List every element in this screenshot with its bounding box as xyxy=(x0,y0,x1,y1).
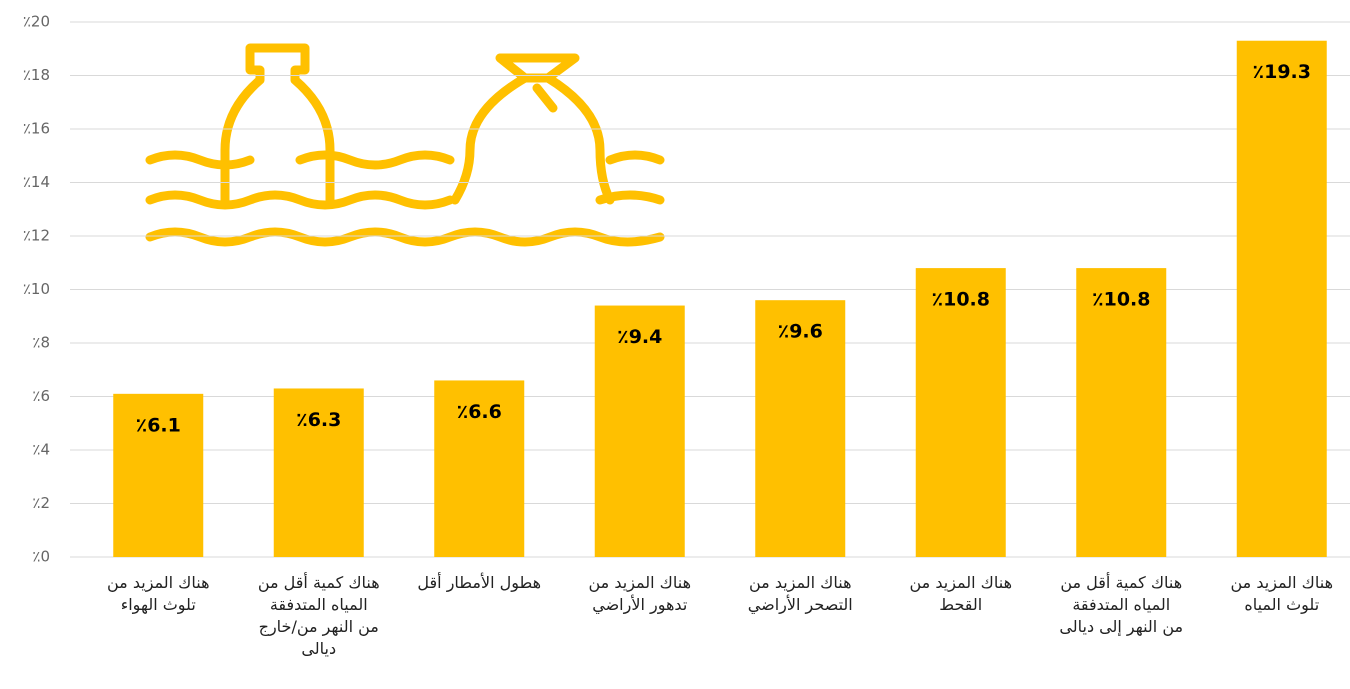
y-tick-label: ٪2 xyxy=(32,494,50,512)
value-label: ٪6.6 xyxy=(457,401,502,423)
value-label: ٪6.1 xyxy=(136,414,181,436)
y-tick-label: ٪8 xyxy=(32,334,50,352)
x-tick-label: هناك المزيد من التصحر الأراضي xyxy=(720,572,880,616)
x-tick-label: هناك كمية أقل من المياه المتدفقة من النه… xyxy=(1041,572,1201,638)
chart: ٪0 ٪2 ٪4 ٪6 ٪8 ٪10 ٪12 ٪14 ٪16 ٪18 ٪20 ٪6.1 ٪6.3 ٪6.6… xyxy=(0,0,1350,689)
bar xyxy=(916,268,1006,557)
value-label: ٪9.4 xyxy=(617,326,662,348)
x-tick-label: هناك كمية أقل من المياه المتدفقة من النه… xyxy=(239,572,399,660)
value-label: ٪19.3 xyxy=(1253,61,1311,83)
x-tick-label: هناك المزيد من تدهور الأراضي xyxy=(560,572,720,616)
y-tick-label: ٪12 xyxy=(23,227,50,245)
icon xyxy=(150,48,660,242)
y-tick-label: ٪18 xyxy=(23,66,50,84)
x-tick-label: هناك المزيد من تلوث المياه xyxy=(1202,572,1350,616)
y-tick-label: ٪4 xyxy=(32,441,50,459)
value-label: ٪6.3 xyxy=(296,409,341,431)
x-tick-label: هناك المزيد من تلوث الهواء xyxy=(78,572,238,616)
x-tick-label: هناك المزيد من القحط xyxy=(881,572,1041,616)
value-label: ٪10.8 xyxy=(1092,289,1150,311)
y-tick-label: ٪14 xyxy=(23,173,50,191)
bar xyxy=(1076,268,1166,557)
y-tick-label: ٪10 xyxy=(23,280,50,298)
value-label: ٪9.6 xyxy=(778,321,823,343)
y-tick-label: ٪16 xyxy=(23,120,50,138)
x-tick-label: هطول الأمطار أقل xyxy=(399,572,559,594)
y-tick-label: ٪6 xyxy=(32,387,50,405)
y-tick-label: ٪0 xyxy=(32,548,50,566)
y-tick-label: ٪20 xyxy=(23,13,50,31)
value-label: ٪10.8 xyxy=(932,289,990,311)
bar xyxy=(1237,41,1327,557)
